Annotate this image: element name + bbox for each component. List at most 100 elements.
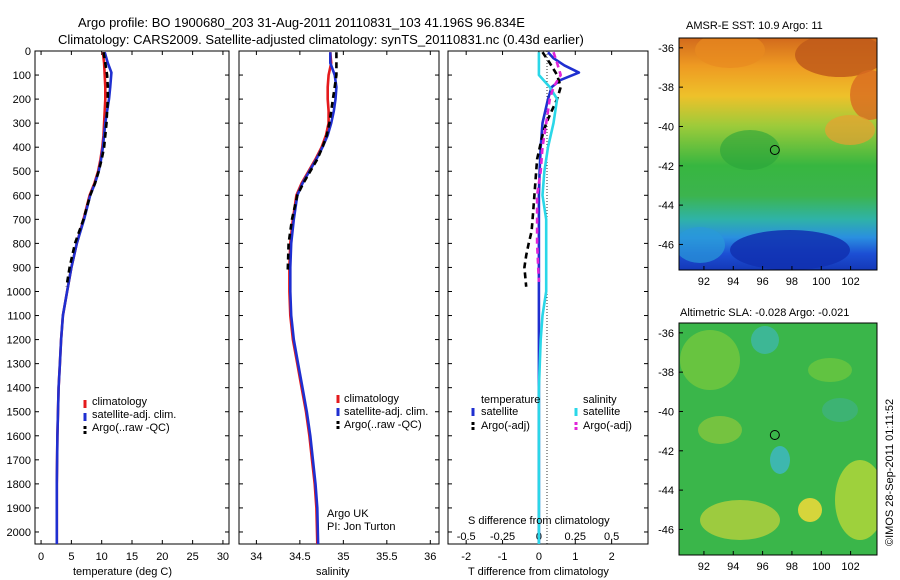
y-tick-label: 1000 [7, 286, 31, 298]
y-tick-label: 500 [13, 166, 31, 178]
legend-climatology: climatology [92, 396, 148, 408]
map-y-tick-label: -44 [658, 485, 674, 497]
temperature-x-axis: 0 5 10 15 20 25 30 [38, 51, 229, 563]
y-tick-label: 2000 [7, 527, 31, 539]
sla-high-patch [798, 498, 822, 522]
sla-map-ticks: 92 94 96 98 100 102 -36 -38 -40 -42 -44 -46 [658, 328, 860, 573]
y-tick-label: 1100 [7, 311, 31, 323]
map-x-tick-label: 96 [756, 561, 768, 573]
imos-credit: ©IMOS 28-Sep-2011 01:11:52 [884, 399, 896, 546]
y-tick-label: 1800 [7, 479, 31, 491]
x-tick-label: 20 [156, 551, 168, 563]
temperature-panel: 0100200300400500600700800900100011001200… [7, 46, 230, 578]
salinity-panel: 34 34.5 35 35.5 36 salinity climatology sate… [238, 50, 440, 578]
sst-green-patch [720, 130, 780, 170]
map-x-tick-label: 94 [727, 276, 739, 288]
y-tick-label: 1300 [7, 359, 31, 371]
series-climatology [288, 52, 333, 545]
y-tick-label: 400 [13, 142, 31, 154]
argo-position-marker [769, 429, 780, 440]
credit-pi: PI: Jon Turton [327, 521, 395, 533]
y-tick-label: 900 [13, 262, 31, 274]
argo-position-marker [769, 144, 780, 155]
salinity-axes-box [238, 50, 440, 545]
top-tick-label: 0.5 [604, 531, 619, 543]
y-tick-label: 0 [25, 46, 31, 58]
salinity-series [286, 52, 338, 545]
title-line-1: Argo profile: BO 1900680_203 31-Aug-2011… [78, 15, 525, 30]
legend-satellite-adj: satellite-adj. clim. [92, 409, 176, 421]
map-x-tick-label: 100 [812, 561, 830, 573]
series-argo-adj [523, 51, 563, 287]
sla-high-patch [698, 416, 742, 444]
legend-t-argo: Argo(-adj) [481, 420, 530, 432]
legend-argo: Argo(..raw -QC) [92, 422, 170, 434]
legend-argo: Argo(..raw -QC) [344, 419, 422, 431]
legend-climatology: climatology [344, 393, 400, 405]
map-y-tick-label: -46 [658, 239, 674, 251]
y-tick-label: 700 [13, 214, 31, 226]
series-satellite-adj-clim [288, 52, 338, 545]
temperature-axes-box [34, 50, 230, 545]
difference-series [523, 51, 581, 544]
map-y-tick-label: -36 [658, 43, 674, 55]
map-y-tick-label: -46 [658, 524, 674, 536]
y-tick-label: 1600 [7, 431, 31, 443]
map-y-tick-label: -36 [658, 328, 674, 340]
legend-header-salinity: salinity [583, 394, 617, 406]
sla-map-title: Altimetric SLA: -0.028 Argo: -0.021 [680, 307, 849, 319]
map-x-tick-label: 102 [841, 276, 859, 288]
difference-top-label: S difference from climatology [468, 515, 610, 527]
map-y-tick-label: -40 [658, 121, 674, 133]
difference-legend: temperature salinity satellite Argo(-adj… [471, 394, 632, 432]
y-tick-label: 1900 [7, 503, 31, 515]
y-tick-label: 300 [13, 118, 31, 130]
map-y-tick-label: -44 [658, 200, 674, 212]
sst-map: AMSR-E SST: 10.9 Argo: 11 92 94 96 98 100 102… [658, 20, 878, 288]
temperature-series [55, 51, 113, 544]
legend-header-temperature: temperature [481, 394, 540, 406]
sla-map-frame [678, 322, 878, 556]
x-tick-label: -1 [498, 551, 508, 563]
sst-warm-patch [825, 115, 875, 145]
x-tick-label: 0 [38, 551, 44, 563]
x-tick-label: 10 [96, 551, 108, 563]
map-x-tick-label: 100 [812, 276, 830, 288]
series-argo-raw-qc [286, 52, 338, 273]
sst-map-ticks: 92 94 96 98 100 102 -36 -38 -40 -42 -44 -46 [658, 43, 860, 288]
sla-map: Altimetric SLA: -0.028 Argo: -0.021 92 94… [658, 307, 878, 573]
x-tick-label: 36 [424, 551, 436, 563]
x-tick-label: -2 [461, 551, 471, 563]
map-y-tick-label: -38 [658, 82, 674, 94]
x-tick-label: 1 [572, 551, 578, 563]
map-y-tick-label: -40 [658, 406, 674, 418]
sst-cold-patch [679, 227, 725, 263]
sla-low-patch [751, 326, 779, 354]
salinity-x-axis: 34 34.5 35 35.5 36 [250, 51, 436, 563]
y-tick-label: 1500 [7, 407, 31, 419]
map-x-tick-label: 94 [727, 561, 739, 573]
difference-xlabel: T difference from climatology [468, 566, 609, 578]
x-tick-label: 34.5 [289, 551, 310, 563]
sst-map-title: AMSR-E SST: 10.9 Argo: 11 [686, 20, 823, 32]
legend-t-satellite: satellite [481, 406, 518, 418]
y-tick-label: 600 [13, 190, 31, 202]
series-argo-raw-qc [65, 51, 110, 287]
map-y-tick-label: -42 [658, 446, 674, 458]
sla-low-patch [770, 446, 790, 474]
sst-warm-patch [695, 38, 765, 68]
map-x-tick-label: 92 [698, 561, 710, 573]
top-tick-label: 0.25 [565, 531, 586, 543]
temperature-legend: climatology satellite-adj. clim. Argo(..… [83, 396, 176, 434]
salinity-y-ticks [239, 50, 439, 533]
top-tick-label: -0.5 [457, 531, 476, 543]
sla-high-patch [680, 330, 740, 390]
sla-high-patch [835, 460, 877, 540]
salinity-xlabel: salinity [316, 566, 350, 578]
y-tick-label: 200 [13, 94, 31, 106]
map-y-tick-label: -42 [658, 161, 674, 173]
y-tick-label: 1700 [7, 455, 31, 467]
map-x-tick-label: 98 [786, 276, 798, 288]
map-x-tick-label: 98 [786, 561, 798, 573]
series-argo-adj [535, 51, 563, 282]
